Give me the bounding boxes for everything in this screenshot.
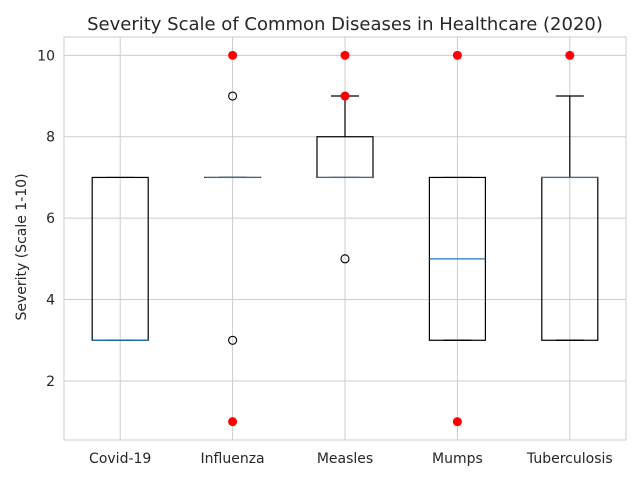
y-tick-label: 2 <box>46 374 55 390</box>
outlier-point <box>340 91 350 101</box>
outlier-point <box>452 417 462 427</box>
x-tick-label: Measles <box>317 451 373 467</box>
x-tick-label: Covid-19 <box>89 451 151 467</box>
chart-title: Severity Scale of Common Diseases in Hea… <box>87 14 603 35</box>
flier-point <box>228 91 238 101</box>
outlier-point <box>228 417 238 427</box>
box-series <box>91 50 599 427</box>
box-group <box>316 50 374 264</box>
y-tick-label: 10 <box>37 48 55 64</box>
flier-point <box>340 254 350 264</box>
y-tick-label: 8 <box>46 130 55 146</box>
outlier-point <box>452 50 462 60</box>
box-group <box>428 50 486 427</box>
outlier-point <box>228 50 238 60</box>
box-group <box>91 176 149 341</box>
flier-point <box>228 335 238 345</box>
plot-area-frame <box>63 36 627 441</box>
y-axis-label: Severity (Scale 1-10) <box>14 173 30 320</box>
box-group <box>204 50 262 427</box>
x-tick-label: Mumps <box>432 451 483 467</box>
y-axis-ticks: 2 4 6 8 10 <box>37 48 55 390</box>
box-group <box>541 50 599 341</box>
outlier-point <box>340 50 350 60</box>
outlier-point <box>565 50 575 60</box>
x-tick-label: Influenza <box>201 451 265 467</box>
x-axis-ticks: Covid-19 Influenza Measles Mumps Tuberculosi… <box>89 451 613 467</box>
x-tick-label: Tuberculosis <box>526 451 613 467</box>
y-tick-label: 4 <box>46 293 55 309</box>
y-tick-label: 6 <box>46 211 55 227</box>
